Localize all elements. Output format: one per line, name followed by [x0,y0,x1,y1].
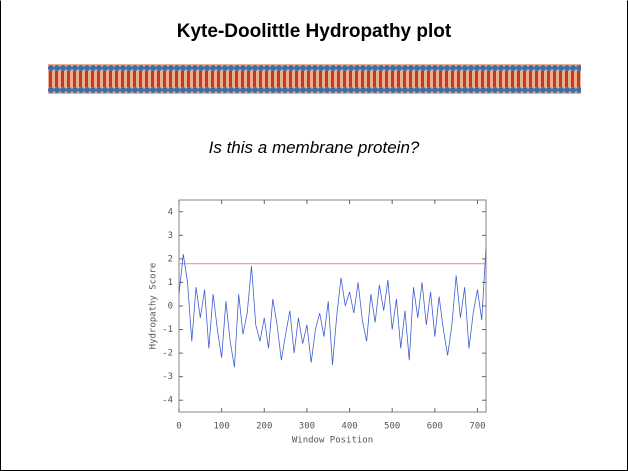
x-tick-label: 100 [214,422,230,432]
x-tick-label: 300 [299,422,315,432]
x-tick-label: 600 [427,422,443,432]
y-tick-label: -4 [162,396,173,406]
x-tick-label: 200 [256,422,272,432]
slide-title: Kyte-Doolittle Hydropathy plot [176,21,452,42]
hydropathy-line [178,247,487,368]
x-tick-label: 0 [176,422,181,432]
y-tick-label: 1 [168,278,173,288]
y-tick-label: 0 [168,302,173,312]
x-axis-label: Window Position [292,436,373,446]
y-tick-label: -2 [162,349,173,359]
y-tick-label: -3 [162,372,173,382]
question: Is this a membrane protein? [208,138,420,157]
membrane-graphic [48,64,581,94]
y-axis-label: Hydropathy Score [149,263,159,350]
chart: -4 -3 -2 -1 0 1 2 3 4 0 100 200 300 400 500 600 700 Windo… [149,199,487,446]
x-tick-label: 400 [341,422,357,432]
x-tick-label: 500 [384,422,400,432]
y-tick-label: -1 [162,325,173,335]
x-tick-label: 700 [469,422,485,432]
y-tick-label: 4 [168,207,173,217]
y-tick-label: 3 [168,231,173,241]
y-tick-label: 2 [168,254,173,264]
